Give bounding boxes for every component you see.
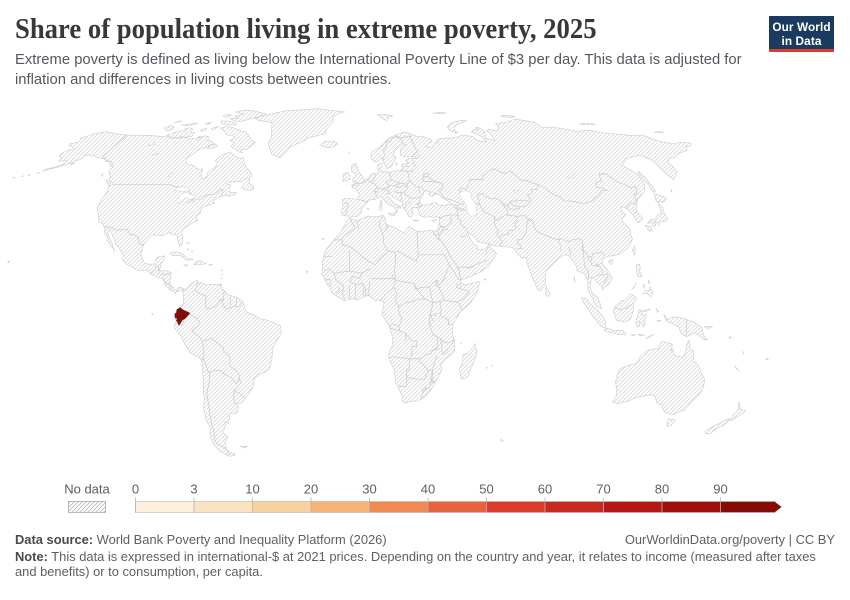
svg-text:3: 3 (190, 482, 197, 497)
svg-text:0: 0 (132, 482, 139, 497)
svg-text:50: 50 (479, 482, 493, 497)
svg-text:20: 20 (304, 482, 318, 497)
svg-text:10: 10 (245, 482, 259, 497)
svg-text:60: 60 (538, 482, 552, 497)
svg-text:80: 80 (655, 482, 669, 497)
svg-text:90: 90 (713, 482, 727, 497)
svg-text:70: 70 (596, 482, 610, 497)
svg-text:No data: No data (64, 482, 110, 497)
svg-text:40: 40 (421, 482, 435, 497)
svg-text:30: 30 (362, 482, 376, 497)
